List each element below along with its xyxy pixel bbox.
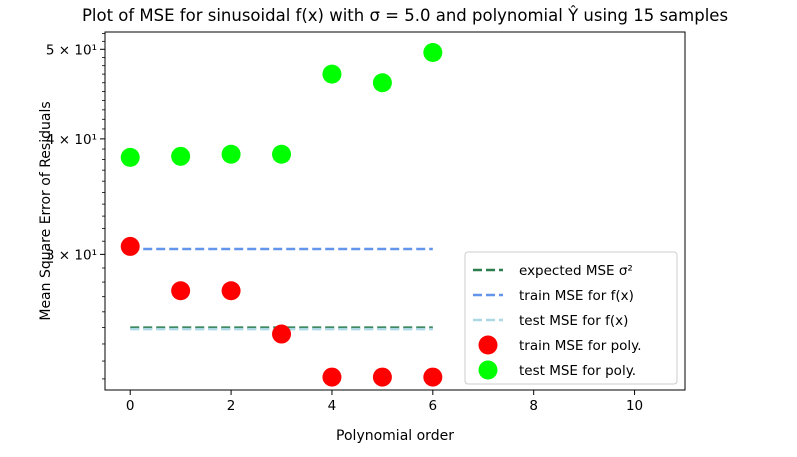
data-point [322,367,342,387]
plot-area [120,43,443,387]
x-tick-label: 10 [626,398,643,414]
legend-entry: expected MSE σ² [519,263,633,279]
data-point [120,236,140,256]
x-tick-label: 4 [328,398,337,414]
x-tick-label: 2 [227,398,236,414]
legend-box [464,251,678,385]
data-point [171,146,191,166]
data-point [423,367,443,387]
y-tick-label: 4 × 10¹ [46,132,97,148]
data-point [322,64,342,84]
y-axis-label: Mean Square Error of Residuals [38,101,54,320]
legend-entry: test MSE for poly. [519,363,636,379]
x-tick-label: 8 [529,398,538,414]
x-axis-label: Polynomial order [336,428,454,444]
y-tick-label: 5 × 10¹ [46,42,97,58]
data-point [272,324,292,344]
data-point [272,144,292,164]
data-point [221,144,241,164]
legend: expected MSE σ² train MSE for f(x) test MS… [464,251,678,385]
x-tick-label: 0 [126,398,135,414]
legend-entry: test MSE for f(x) [519,313,628,329]
plot-frame [104,31,686,391]
data-point [423,43,443,63]
chart-title: Plot of MSE for sinusoidal f(x) with σ =… [82,6,728,25]
legend-marker [478,335,498,355]
data-point [372,367,392,387]
legend-marker [478,360,498,380]
y-tick-label: 3 × 10¹ [46,247,97,263]
x-tick-label: 6 [429,398,438,414]
legend-entry: train MSE for poly. [519,338,642,354]
data-point [372,73,392,93]
legend-entry: train MSE for f(x) [519,288,634,304]
axis-ticks: 0 2 4 6 8 10 3 × 10¹ 4 × 10¹ 5 × 10¹ [46,33,643,414]
data-point [221,281,241,301]
data-point [120,147,140,167]
data-point [171,281,191,301]
